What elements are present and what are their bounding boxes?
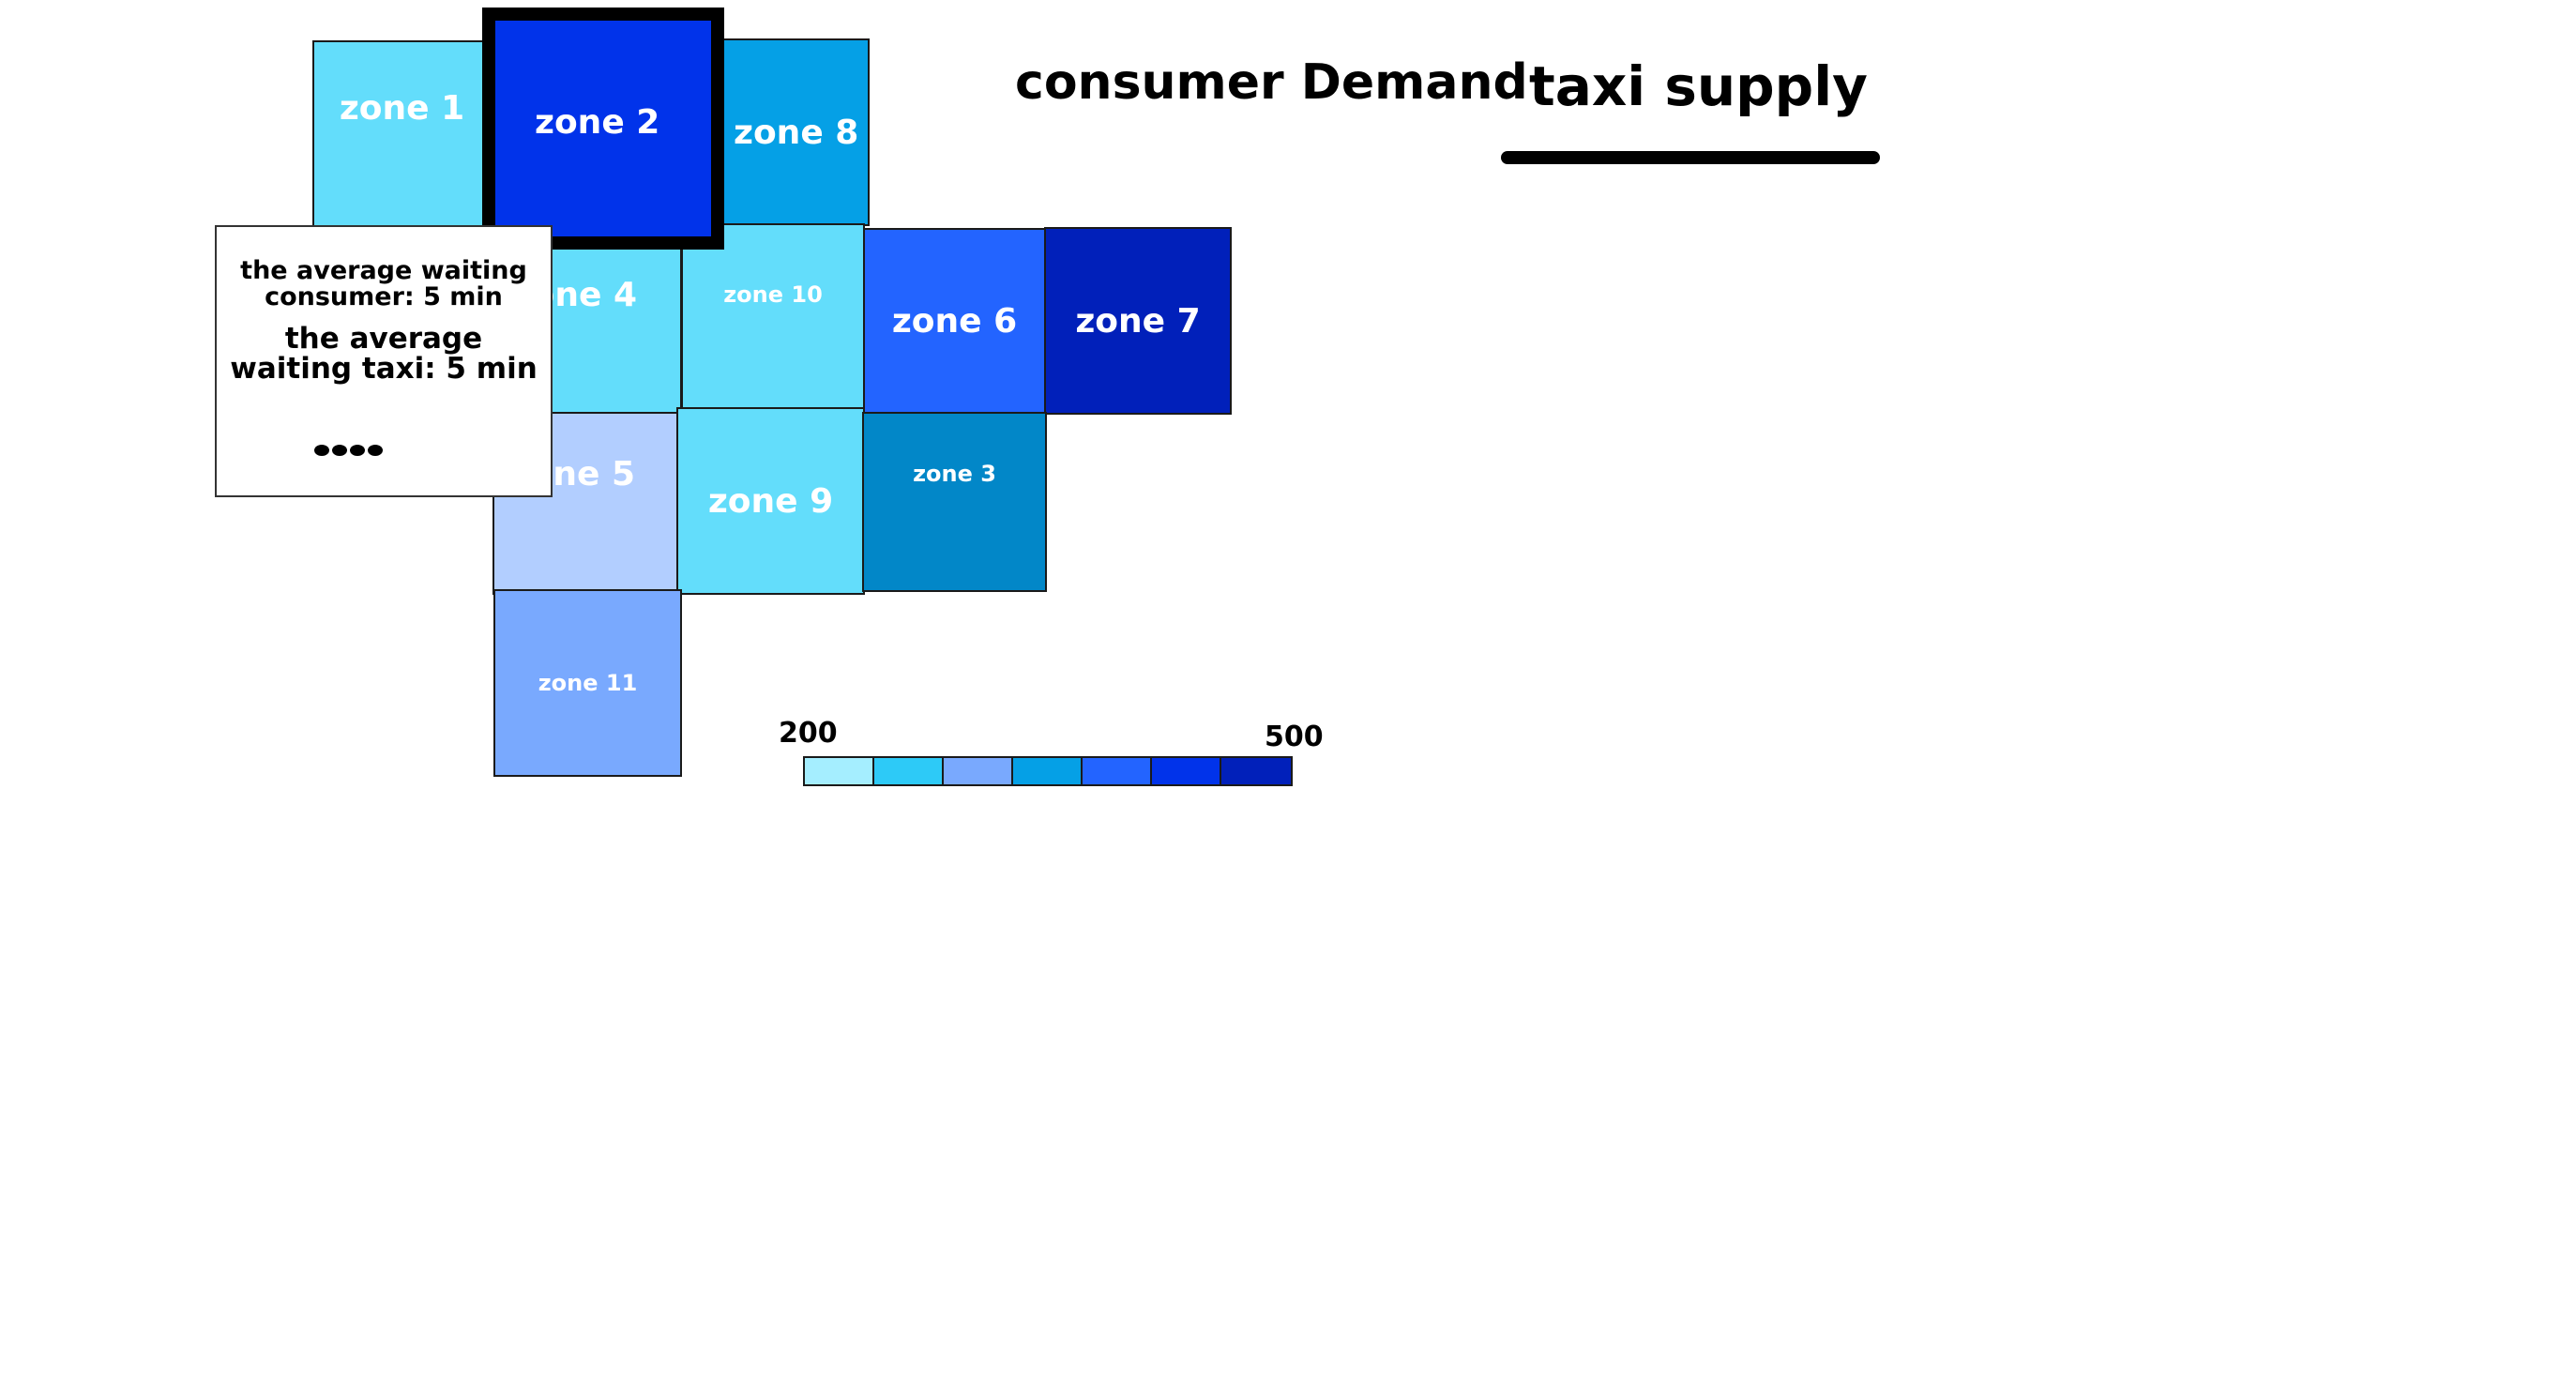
zone-8-tile[interactable]: zone 8	[713, 38, 870, 226]
active-tab-underline	[1501, 151, 1880, 164]
avg-waiting-consumer-line2: consumer: 5 min	[265, 282, 503, 311]
legend-swatch-2	[874, 758, 944, 784]
zone-9-label: zone 9	[707, 481, 834, 521]
zone-9-tile[interactable]: zone 9	[676, 407, 865, 595]
zone-10-label: zone 10	[723, 281, 823, 308]
zone-11-tile[interactable]: zone 11	[493, 589, 682, 777]
zone-7-tile[interactable]: zone 7	[1044, 227, 1232, 415]
zone-1-tile[interactable]: zone 1	[312, 40, 492, 228]
tab-consumer-demand[interactable]: consumer Demand	[1015, 54, 1528, 111]
legend-swatch-6	[1152, 758, 1221, 784]
color-scale-legend	[803, 756, 1293, 786]
legend-swatch-5	[1083, 758, 1152, 784]
zone-info-tooltip: the average waiting consumer: 5 min the …	[215, 225, 553, 497]
zone-3-label: zone 3	[913, 461, 996, 487]
more-dots-icon[interactable]	[314, 445, 383, 456]
legend-swatch-1	[805, 758, 874, 784]
avg-waiting-taxi-line2: waiting taxi: 5 min	[230, 352, 538, 386]
zone-1-label: zone 1	[339, 89, 465, 128]
zone-6-tile[interactable]: zone 6	[863, 228, 1046, 415]
avg-waiting-consumer-line1: the average waiting	[240, 256, 527, 285]
zone-2-label: zone 2	[535, 103, 660, 142]
zone-6-label: zone 6	[891, 302, 1018, 341]
legend-min-label: 200	[779, 717, 838, 750]
legend-swatch-3	[944, 758, 1013, 784]
zone-2-tile[interactable]: zone 2	[482, 8, 724, 250]
legend-swatch-7	[1221, 758, 1291, 784]
tab-taxi-supply[interactable]: taxi supply	[1529, 54, 1868, 118]
legend-max-label: 500	[1265, 721, 1324, 753]
zone-7-label: zone 7	[1075, 301, 1201, 341]
zone-8-label: zone 8	[734, 113, 859, 152]
legend-swatch-4	[1013, 758, 1083, 784]
zone-11-label: zone 11	[538, 670, 638, 696]
avg-waiting-taxi-line1: the average	[284, 322, 483, 356]
zone-3-tile[interactable]: zone 3	[862, 412, 1047, 592]
zone-10-tile[interactable]: zone 10	[681, 223, 865, 410]
